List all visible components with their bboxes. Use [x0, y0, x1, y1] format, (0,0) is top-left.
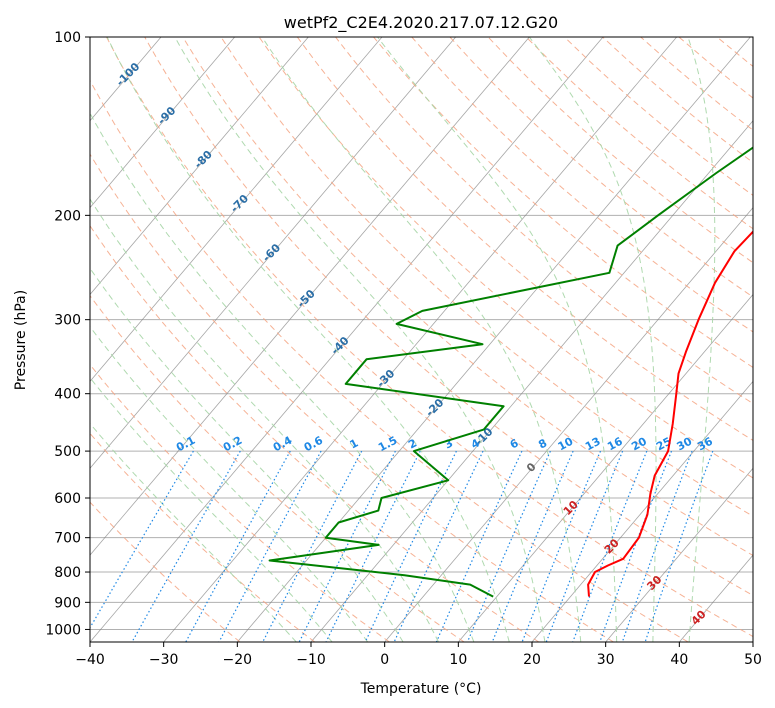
mixing-ratio-line: [131, 450, 241, 642]
dry-adiabat: [90, 432, 316, 642]
isotherm-line: [605, 467, 753, 642]
isotherm-line: [384, 207, 753, 642]
dry-adiabat: [90, 153, 614, 642]
moist-adiabat: [90, 422, 297, 642]
mixing-ratio-line: [185, 450, 291, 642]
y-tick-label: 700: [54, 531, 81, 547]
x-tick-label: 10: [449, 652, 467, 668]
dry-adiabat: [220, 37, 753, 517]
y-tick-label: 200: [54, 208, 81, 224]
dry-adiabat: [411, 37, 753, 333]
y-tick-label: 900: [54, 595, 81, 611]
y-tick-label: 500: [54, 444, 81, 460]
background-lines: [90, 37, 753, 642]
dewpoint-profile: [268, 146, 753, 598]
dry-adiabat: [449, 37, 753, 298]
mixing-ratio-label: 30: [675, 435, 695, 454]
mixing-ratio-label: 20: [629, 435, 649, 454]
isotherm-line: [90, 37, 604, 642]
isotherm-line: [310, 120, 753, 642]
chart-title: wetPf2_C2E4.2020.217.07.12.G20: [284, 13, 558, 33]
mixing-ratio-line: [599, 450, 673, 642]
moist-adiabat: [90, 198, 439, 642]
x-axis-label: Temperature (°C): [360, 681, 482, 697]
dry-adiabat: [90, 224, 540, 642]
mixing-ratio-label: 10: [556, 435, 576, 454]
y-tick-label: 600: [54, 491, 81, 507]
mixing-ratio-line: [393, 450, 484, 642]
y-tick-label: 400: [54, 387, 81, 403]
isotherm-line: [90, 37, 309, 296]
y-axis-ticks: 100 200 300 400 500 600 700 800 900 1000: [45, 30, 90, 638]
isotherm-line: [90, 37, 530, 556]
y-tick-label: 1000: [45, 622, 81, 638]
moist-adiabat: [687, 37, 716, 642]
moist-adiabat: [90, 267, 404, 642]
isotherm-line: [237, 37, 751, 642]
profile-series: [268, 146, 753, 598]
mixing-ratio-line: [364, 450, 457, 642]
mixing-ratio-line: [218, 450, 322, 642]
dry-adiabat: [90, 294, 465, 642]
dry-adiabat: [182, 37, 753, 557]
dry-adiabat: [90, 79, 689, 642]
dry-adiabat: [90, 501, 241, 642]
dry-adiabat: [144, 37, 753, 597]
mixing-ratio-line: [262, 450, 363, 642]
mixing-ratio-line: [298, 450, 396, 642]
moist-adiabat: [261, 37, 582, 642]
moist-adiabat: [106, 37, 510, 642]
isotherm-line: [90, 37, 457, 469]
x-tick-label: 30: [597, 652, 615, 668]
y-axis-label: Pressure (hPa): [13, 290, 29, 390]
mixing-ratio-label: 36: [695, 435, 715, 454]
moist-adiabat: [90, 325, 369, 642]
x-tick-label: 20: [523, 652, 541, 668]
x-tick-label: 40: [670, 652, 688, 668]
isotherm-line: [163, 37, 678, 642]
x-axis-ticks: −40 −30 −20 −10 0 10 20 30 40 50: [75, 642, 762, 668]
x-tick-label: 50: [744, 652, 762, 668]
mixing-ratio-label: 13: [583, 435, 603, 454]
moist-adiabat: [90, 112, 475, 642]
mixing-ratio-line: [545, 450, 624, 642]
mixing-ratio-line: [572, 450, 648, 642]
x-tick-label: −40: [75, 652, 105, 668]
y-tick-label: 300: [54, 313, 81, 329]
mixing-ratio-line: [621, 450, 693, 642]
moist-adiabat: [377, 37, 618, 642]
moist-adiabat: [90, 376, 333, 642]
isotherm-line: [90, 37, 383, 383]
moist-adiabat: [528, 37, 657, 642]
mixing-ratio-label: 16: [605, 435, 625, 454]
dry-adiabat: [373, 37, 753, 369]
y-tick-label: 800: [54, 565, 81, 581]
x-tick-label: 0: [380, 652, 389, 668]
dry-adiabat: [90, 363, 390, 642]
x-tick-label: −30: [149, 652, 179, 668]
isotherm-line: [90, 37, 236, 209]
mixing-ratio-line: [521, 450, 602, 642]
moist-adiabat: [174, 37, 546, 642]
dry-adiabat: [106, 37, 753, 638]
plot-frame: [89, 36, 754, 643]
x-tick-label: −20: [223, 652, 253, 668]
isotherm-line: [531, 380, 753, 642]
temperature-profile: [587, 230, 753, 597]
x-tick-label: −10: [296, 652, 326, 668]
y-tick-label: 100: [54, 30, 81, 46]
isotherm-line: [458, 293, 753, 642]
